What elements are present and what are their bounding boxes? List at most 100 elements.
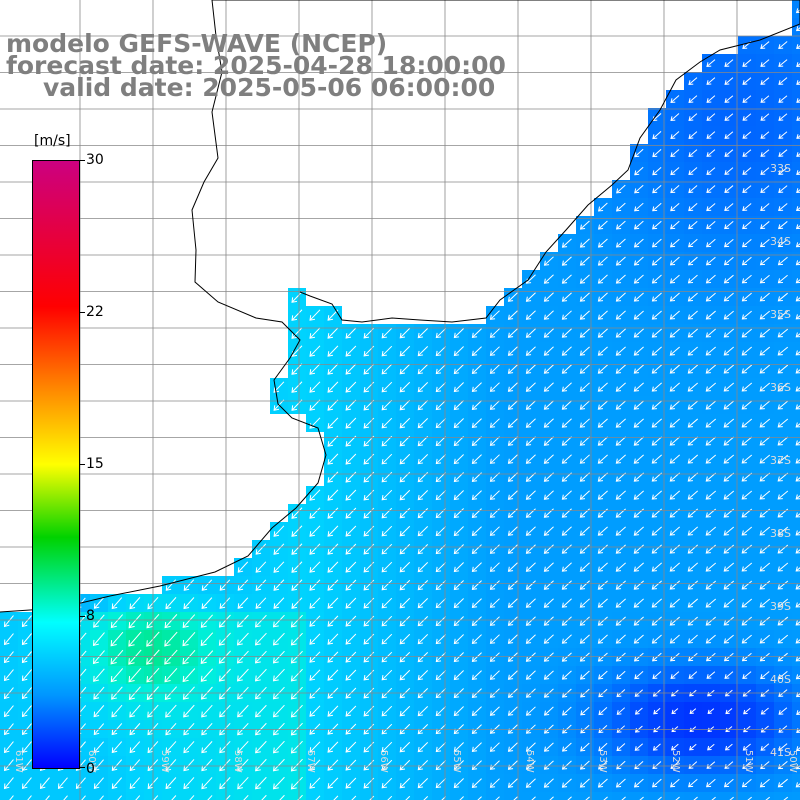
wind-arrow (615, 418, 626, 428)
wind-arrow (706, 77, 716, 85)
wind-arrow (651, 616, 662, 626)
wind-arrow (580, 742, 590, 752)
wind-arrow (778, 203, 788, 212)
wind-arrow (651, 382, 662, 392)
wind-arrow (309, 705, 321, 717)
wind-arrow (597, 364, 608, 374)
wind-arrow (561, 562, 572, 572)
wind-arrow (777, 238, 788, 248)
wind-arrow (597, 454, 608, 464)
wind-arrow (795, 512, 800, 518)
wind-arrow (489, 382, 500, 392)
field-cell (504, 792, 522, 800)
wind-arrow (489, 346, 500, 356)
wind-arrow (669, 274, 680, 284)
field-cell (792, 432, 800, 450)
wind-arrow (327, 417, 339, 429)
wind-arrow (399, 741, 411, 753)
wind-arrow (795, 530, 800, 536)
wind-arrow (778, 743, 788, 751)
wind-arrow (453, 382, 464, 393)
wind-arrow (290, 704, 303, 718)
wind-arrow (381, 417, 393, 429)
field-cell (378, 792, 396, 800)
wind-arrow (135, 795, 141, 800)
wind-arrow (417, 633, 429, 645)
field-cell (792, 756, 800, 774)
wind-arrow (759, 490, 771, 500)
wind-arrow (561, 598, 572, 608)
wind-arrow (651, 580, 663, 590)
wind-arrow (615, 562, 626, 572)
wind-arrow (489, 454, 500, 464)
wind-arrow (297, 794, 303, 800)
wind-arrow (777, 490, 789, 500)
wind-arrow (688, 220, 698, 230)
wind-arrow (579, 652, 590, 662)
wind-arrow (616, 202, 626, 212)
wind-arrow (670, 185, 680, 194)
wind-arrow (507, 436, 518, 446)
wind-arrow (417, 651, 429, 663)
wind-arrow (689, 708, 697, 714)
wind-arrow (778, 149, 788, 157)
wind-arrow (543, 256, 554, 266)
wind-arrow (489, 706, 500, 716)
field-cell (792, 504, 800, 522)
wind-arrow (777, 652, 788, 662)
wind-arrow (399, 489, 411, 501)
wind-arrow (723, 418, 735, 428)
wind-arrow (759, 454, 771, 464)
wind-arrow (507, 742, 518, 752)
field-cell (792, 468, 800, 486)
wind-arrow (597, 544, 608, 554)
wind-arrow (381, 507, 393, 519)
wind-arrow (200, 650, 214, 664)
wind-arrow (525, 292, 536, 302)
wind-arrow (327, 507, 339, 519)
wind-arrow (759, 544, 771, 554)
wind-arrow (615, 778, 626, 788)
wind-arrow (471, 436, 482, 446)
wind-arrow (21, 633, 32, 646)
wind-arrow (669, 490, 681, 500)
wind-arrow (671, 743, 679, 751)
wind-arrow (453, 400, 464, 411)
latitude-label: 33S (770, 162, 791, 175)
wind-arrow (759, 346, 771, 356)
wind-arrow (723, 778, 734, 788)
wind-arrow (597, 778, 608, 788)
wind-arrow (9, 795, 14, 800)
wind-arrow (795, 422, 800, 428)
wind-arrow (579, 580, 590, 590)
wind-arrow (489, 364, 500, 374)
field-cell (792, 54, 800, 72)
field-cell (414, 792, 432, 800)
wind-arrow (507, 310, 518, 320)
wind-arrow (777, 292, 788, 302)
field-cell (198, 792, 216, 800)
wind-arrow (760, 185, 770, 193)
wind-arrow (783, 796, 789, 800)
wind-arrow (741, 616, 753, 626)
wind-arrow (327, 579, 339, 591)
wind-arrow (255, 597, 267, 609)
wind-arrow (795, 458, 800, 464)
wind-arrow (651, 256, 662, 266)
wind-arrow (237, 579, 249, 591)
field-cell (558, 792, 576, 800)
field-cell (306, 792, 324, 800)
wind-arrow (291, 597, 303, 609)
wind-arrow (290, 632, 303, 646)
wind-arrow (597, 562, 608, 572)
wind-arrow (652, 778, 662, 788)
wind-arrow (93, 705, 105, 718)
wind-arrow (128, 631, 142, 647)
wind-arrow (759, 652, 770, 662)
wind-arrow (633, 274, 644, 284)
wind-arrow (795, 584, 800, 590)
wind-arrow (525, 616, 536, 626)
wind-arrow (615, 256, 626, 266)
wind-arrow (345, 759, 357, 771)
longitude-label: 58W (232, 750, 243, 773)
